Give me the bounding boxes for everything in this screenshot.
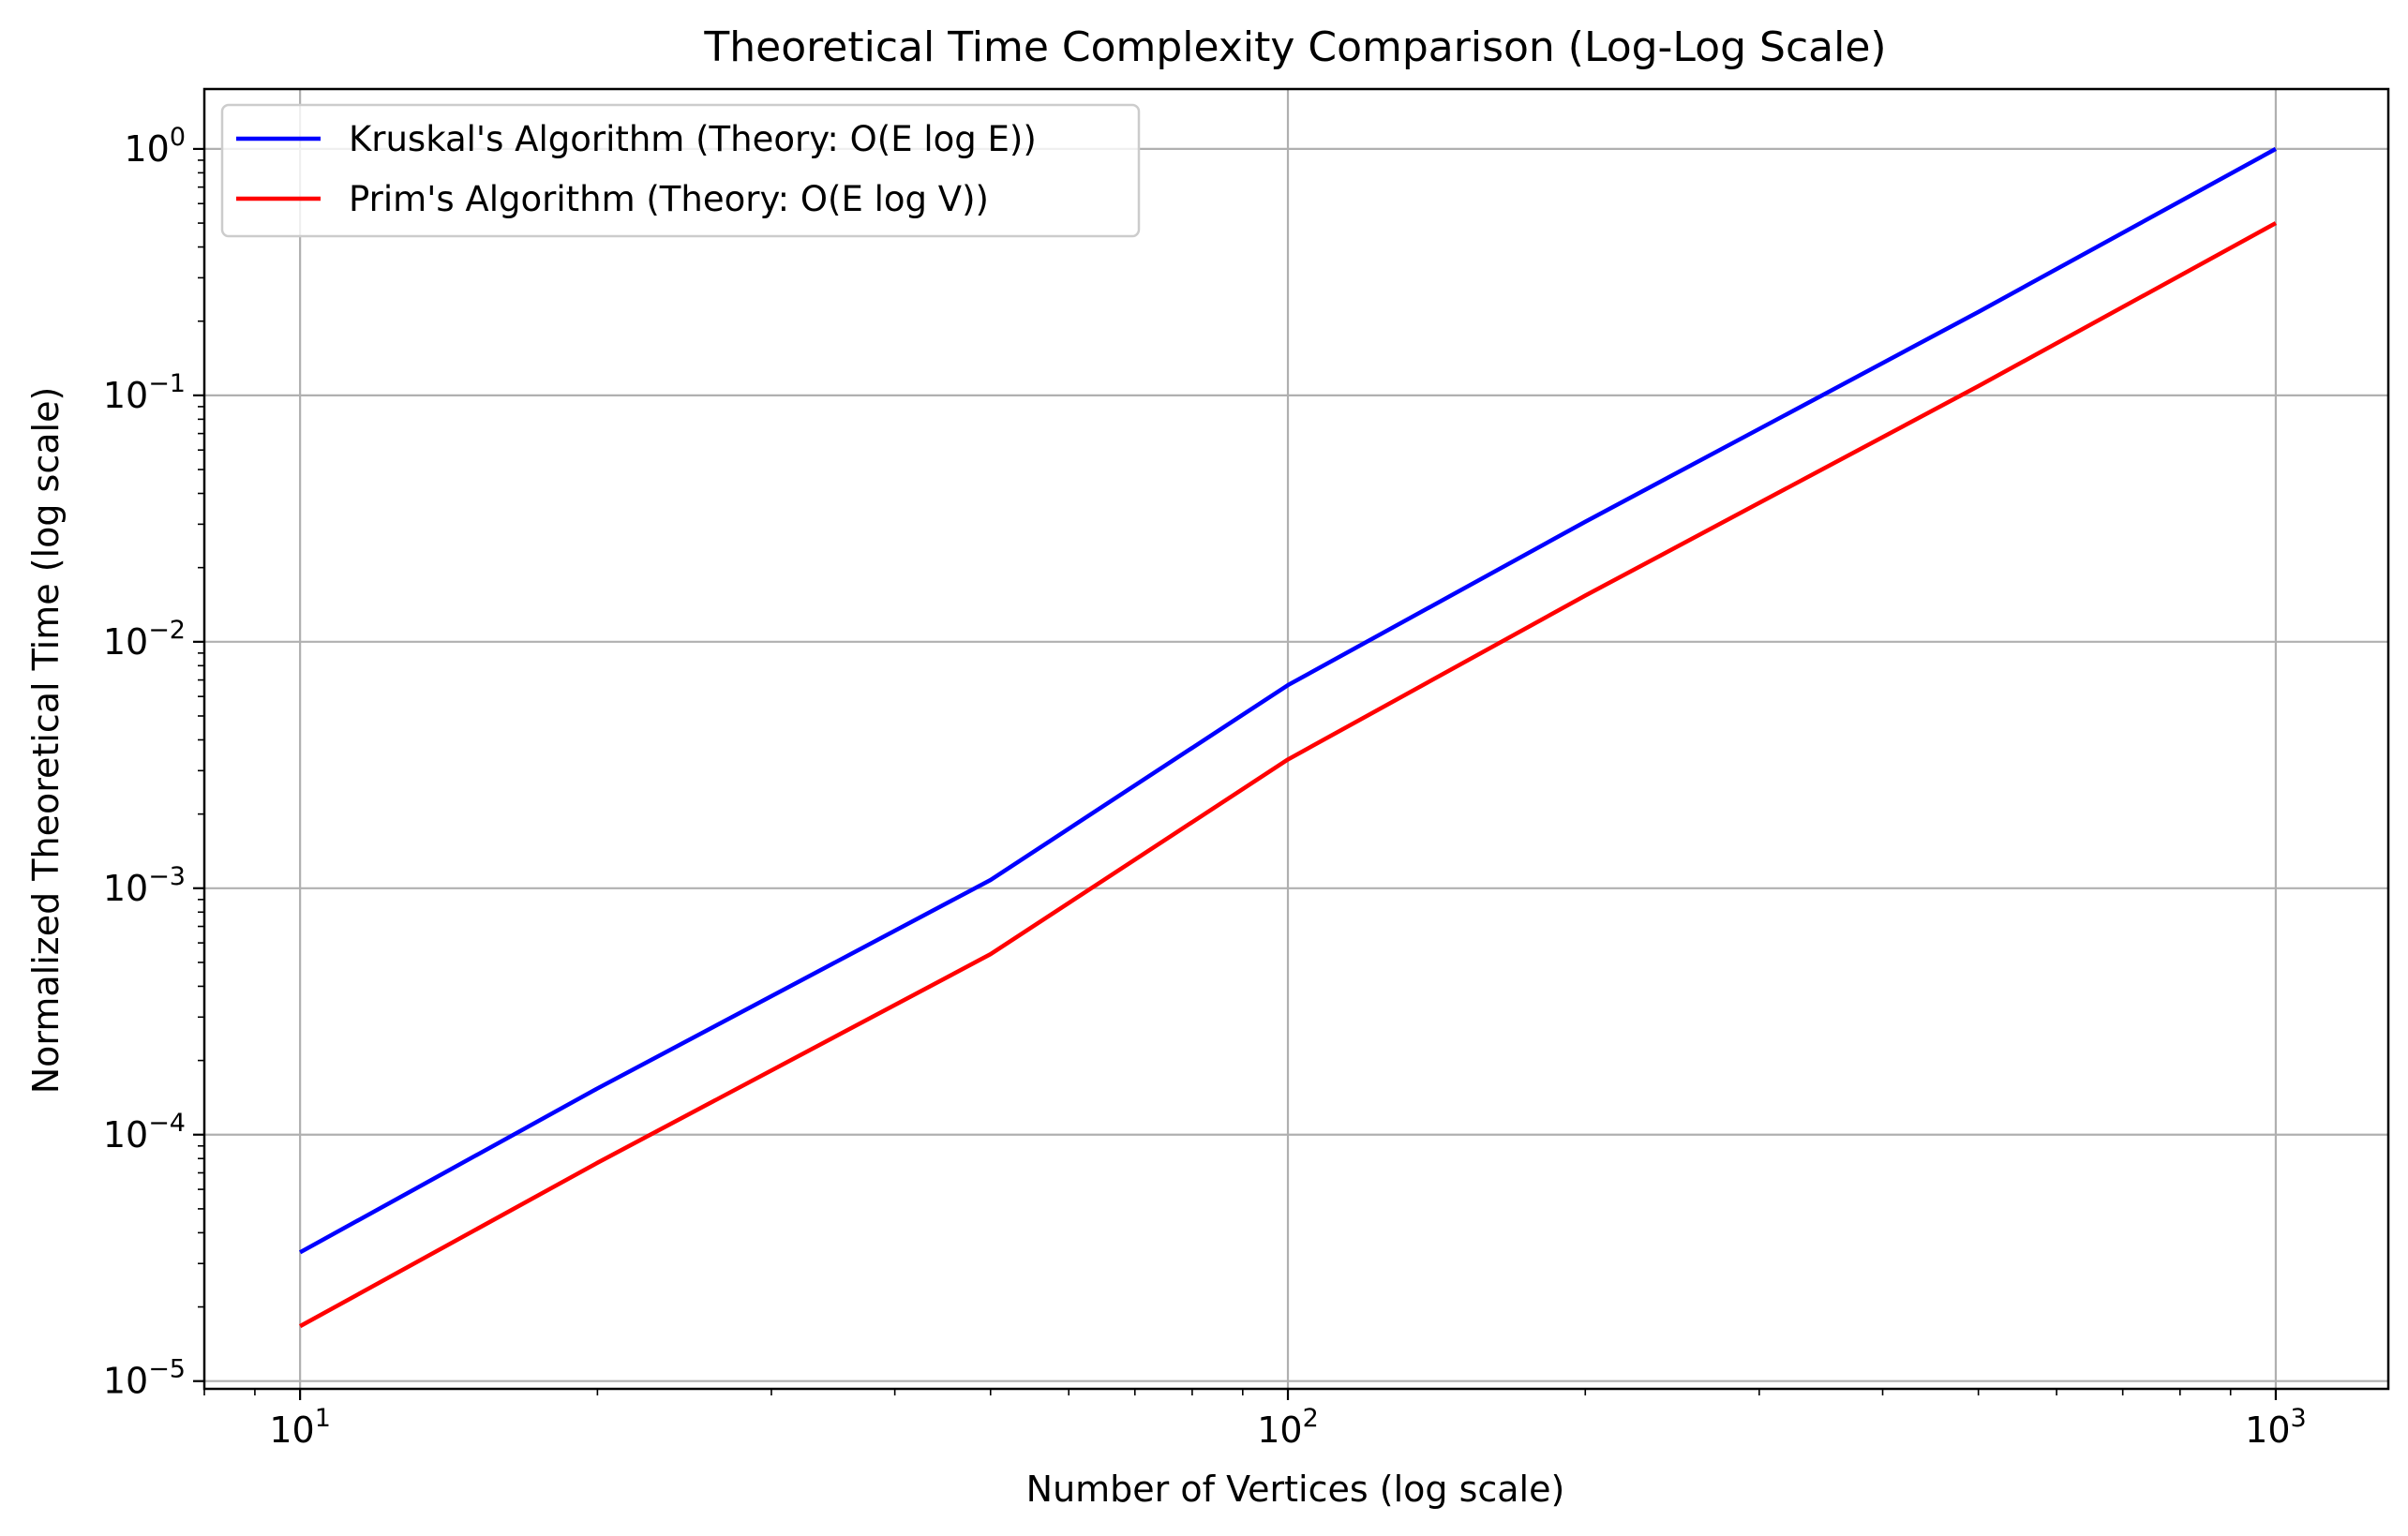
x-tick-label: 103 — [2245, 1404, 2307, 1451]
legend-box — [220, 103, 1141, 238]
y-tick-label: 10−1 — [103, 369, 186, 416]
y-tick-label: 10−3 — [103, 862, 186, 909]
y-tick-label: 100 — [124, 123, 186, 170]
x-axis-label: Number of Vertices (log scale) — [1026, 1469, 1565, 1510]
y-tick-label: 10−2 — [103, 616, 186, 663]
legend-label-prim: Prim's Algorithm (Theory: O(E log V)) — [349, 179, 989, 219]
chart-title: Theoretical Time Complexity Comparison (… — [703, 23, 1886, 71]
x-tick-label: 102 — [1257, 1404, 1319, 1451]
series-line-0 — [299, 146, 2278, 1255]
x-tick-label: 101 — [269, 1404, 331, 1451]
y-tick-label: 10−4 — [103, 1109, 186, 1156]
y-axis-label: Normalized Theoretical Time (log scale) — [25, 387, 67, 1095]
plot-area-frame — [202, 87, 2390, 1391]
series-line-1 — [299, 221, 2278, 1329]
y-axis-ticks: 10−5 10−4 10−3 10−2 10−1 100 — [103, 123, 204, 1402]
legend-label-kruskal: Kruskal's Algorithm (Theory: O(E log E)) — [349, 119, 1037, 159]
legend: Kruskal's Algorithm (Theory: O(E log E))… — [220, 103, 1141, 238]
y-tick-label: 10−5 — [103, 1355, 186, 1402]
x-axis-ticks: 101 102 103 — [269, 1389, 2307, 1451]
series-lines — [299, 146, 2278, 1329]
